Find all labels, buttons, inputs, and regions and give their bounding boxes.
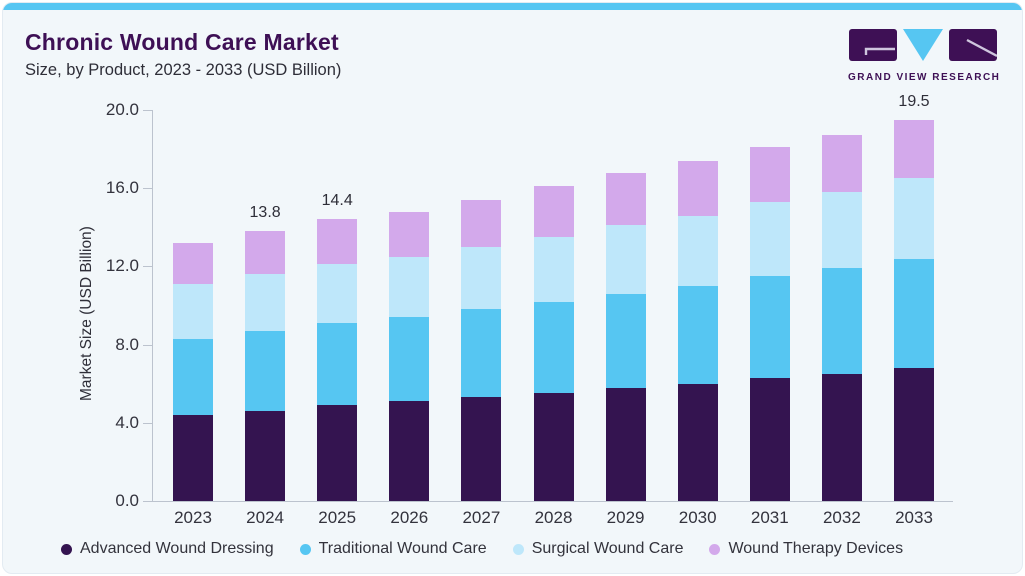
legend-label: Advanced Wound Dressing [80,540,274,557]
bar-segment [461,309,502,398]
x-tick-label: 2028 [534,508,573,527]
legend-item: Surgical Wound Care [512,540,684,558]
bar-segment [317,405,358,501]
bar-segment [461,199,502,247]
x-tick-label: 2025 [318,508,357,527]
bar-segment [894,368,934,501]
x-axis-line [152,501,953,502]
grand-view-research-logo: GRAND VIEW RESEARCH [848,29,1001,83]
legend-dot-icon [299,543,311,555]
bar-segment [173,242,213,284]
bar-segment [677,285,718,384]
bar-segment [749,147,790,202]
y-tick-label: 20.0 [105,100,139,119]
bar-segment [605,172,646,226]
bar-segment [677,215,718,286]
x-tick-label: 2026 [390,508,429,527]
bar-segment [605,293,646,388]
legend-item: Wound Therapy Devices [709,540,903,558]
bar-segment [533,186,574,238]
y-axis-title: Market Size (USD Billion) [78,225,95,401]
legend-dot-icon [512,543,524,555]
logo-wordmark: GRAND VIEW RESEARCH [848,72,1001,83]
legend-item: Traditional Wound Care [299,540,487,558]
stacked-bar-chart: Market Size (USD Billion) 0.0 4.0 8.0 12.0 1… [3,3,1022,573]
bar-total-label: 19.5 [898,92,930,110]
bar-segment [173,414,213,501]
legend-dot-icon [709,543,721,555]
bar-segment [389,401,430,501]
bar-segment [173,283,213,339]
bar-segment [821,268,862,374]
y-tick-label: 0.0 [115,491,139,510]
gvr-logo-icon [849,29,998,61]
bar-segment [821,373,862,501]
bar-segment [245,274,286,331]
y-tick-mark [143,266,152,268]
bar-segment [605,225,646,294]
bar-total-label: 13.8 [249,204,281,222]
y-tick-label: 8.0 [115,334,139,354]
bar-segment [677,160,718,216]
x-tick-label: 2032 [822,508,861,527]
y-tick-mark [143,422,152,424]
bar-segment [821,192,862,269]
x-tick-label: 2030 [678,508,717,527]
legend-label: Traditional Wound Care [318,540,487,557]
accent-topbar [3,3,1022,10]
bar-segment [749,377,790,501]
bar-total-label: 14.4 [321,192,353,210]
bar-segment [894,119,934,179]
y-tick-label: 16.0 [105,178,139,198]
y-axis-line [152,110,153,502]
bar-segment [317,264,358,324]
bar-segment [749,276,790,378]
legend-label: Surgical Wound Care [531,540,684,557]
bar-segment [894,258,934,369]
bar-segment [533,301,574,394]
bar-segment [461,246,502,310]
bar-segment [389,317,430,402]
bar-segment [317,323,358,406]
y-tick-label: 12.0 [105,256,139,276]
y-tick-mark [143,344,152,346]
y-tick-label: 4.0 [115,412,139,432]
bar-segment [245,330,286,412]
bar-segment [605,387,646,501]
x-tick-label: 2023 [174,508,212,527]
bar-segment [389,256,430,318]
y-tick-mark [143,501,152,502]
bar-segment [245,231,286,275]
bar-segment [317,219,358,265]
bar-segment [389,211,430,257]
y-tick-mark [143,110,152,111]
x-tick-label: 2033 [895,508,933,527]
x-tick-label: 2027 [462,508,501,527]
bar-segment [173,338,213,415]
legend-label: Wound Therapy Devices [728,540,904,557]
bar-segment [821,135,862,193]
x-tick-label: 2029 [606,508,645,527]
bar-segment [749,201,790,277]
bar-segment [894,178,934,259]
page-title: Chronic Wound Care Market [25,29,339,55]
bar-segment [677,383,718,501]
bar-segment [533,393,574,501]
legend-dot-icon [61,543,72,555]
bar-segment [533,237,574,302]
legend-item: Advanced Wound Dressing [61,540,274,558]
bar-segment [461,397,502,501]
chart-legend: Advanced Wound Dressing Traditional Wound… [61,540,903,558]
x-tick-label: 2024 [246,508,284,527]
page-subtitle: Size, by Product, 2023 - 2033 (USD Billi… [25,61,342,79]
bar-segment [245,411,286,501]
y-tick-mark [143,188,152,190]
x-tick-label: 2031 [750,508,789,527]
